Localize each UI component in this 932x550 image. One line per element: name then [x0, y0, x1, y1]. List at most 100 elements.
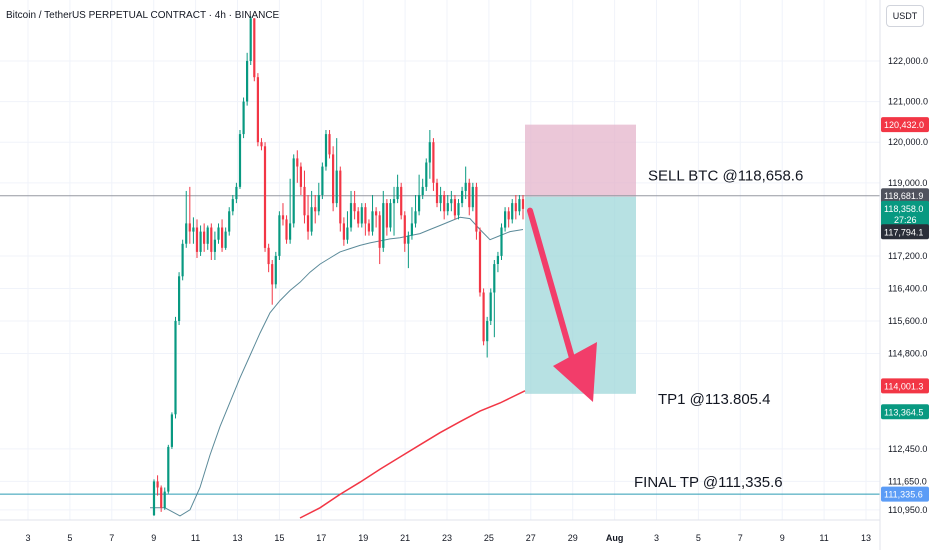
- candle-body: [246, 60, 249, 102]
- x-tick-label: 3: [25, 533, 30, 543]
- candle-body: [400, 186, 403, 216]
- candle-body: [185, 223, 188, 244]
- candle-body: [235, 186, 238, 200]
- candle-body: [507, 211, 510, 220]
- price-tags: 120,432.0 118,681.9 118,358.027:26 117,794.…: [881, 117, 929, 502]
- candle-body: [367, 223, 370, 232]
- candle-body: [210, 227, 213, 252]
- candle-body: [213, 239, 216, 252]
- symbol-title[interactable]: Bitcoin / TetherUS PERPETUAL CONTRACT · …: [6, 10, 280, 21]
- candle-body: [321, 166, 324, 195]
- candle-body: [342, 223, 345, 240]
- candle-body: [425, 162, 428, 187]
- candle-body: [221, 227, 224, 248]
- candle-body: [296, 158, 299, 167]
- candle-body: [188, 223, 191, 232]
- x-tick-label: 13: [861, 533, 871, 543]
- candle-body: [364, 207, 367, 224]
- candle-body: [421, 186, 424, 195]
- candle-body: [407, 235, 410, 244]
- annotations: SELL BTC @118,658.6 TP1 @113.805.4 FINAL T…: [634, 168, 803, 491]
- candle-body: [206, 227, 209, 244]
- candle-body: [178, 276, 181, 321]
- candle-body: [504, 211, 507, 228]
- annotation-label: FINAL TP @111,335.6: [634, 474, 783, 491]
- currency-button[interactable]: USDT: [886, 5, 924, 27]
- candle-body: [468, 182, 471, 208]
- price-tag-label: 114,001.3: [884, 381, 923, 391]
- candle-body: [378, 215, 381, 248]
- candle-body: [493, 264, 496, 293]
- ma-short-line: [150, 216, 524, 517]
- price-tag-label: 120,432.0: [884, 120, 924, 130]
- x-tick-label: 21: [400, 533, 410, 543]
- candle-body: [489, 292, 492, 321]
- candle-body: [457, 203, 460, 216]
- candle-body: [267, 247, 270, 265]
- candle-body: [317, 195, 320, 212]
- arrow-shaft: [527, 207, 579, 375]
- candle-body: [475, 186, 478, 232]
- candle-body: [285, 219, 288, 240]
- candle-body: [160, 487, 163, 508]
- candle-body: [263, 146, 267, 248]
- x-tick-label: 9: [151, 533, 156, 543]
- y-tick-label: 116,400.0: [888, 283, 927, 293]
- x-tick-label: 15: [274, 533, 284, 543]
- candle-body: [382, 203, 385, 248]
- x-tick-label: 7: [738, 533, 743, 543]
- candle-body: [396, 186, 399, 200]
- price-axis[interactable]: 122,000.0 121,000.0 120,000.0 119,000.0 117,…: [879, 0, 928, 550]
- price-tag: [881, 404, 929, 420]
- x-tick-label: 9: [780, 533, 785, 543]
- x-tick-label: 29: [568, 533, 578, 543]
- stop-loss-zone: [525, 124, 636, 197]
- candle-body: [195, 227, 199, 252]
- candle-body: [170, 414, 173, 447]
- candle-body: [478, 231, 482, 293]
- candlesticks: [152, 16, 525, 516]
- price-tag-label: 113,364.5: [884, 407, 923, 417]
- candle-body: [496, 255, 499, 264]
- candle-body: [314, 207, 317, 212]
- candle-body: [450, 199, 453, 204]
- x-tick-label: 5: [696, 533, 701, 543]
- candle-body: [418, 195, 421, 212]
- candle-body: [414, 211, 417, 224]
- horizontal-lines: [0, 195, 880, 495]
- candle-body: [152, 481, 156, 516]
- y-tick-label: 121,000.0: [888, 97, 928, 107]
- candle-body: [238, 134, 242, 187]
- grid-layer: [0, 0, 880, 520]
- candle-body: [521, 199, 525, 209]
- candle-body: [163, 491, 166, 508]
- candle-body: [278, 215, 281, 256]
- time-axis[interactable]: 3 5 7 9 11 13 15 17 19 21 23 25 27 29 Aug 3 5 7 9 11 13: [0, 519, 880, 543]
- candle-body: [224, 231, 227, 248]
- candle-body: [443, 195, 446, 212]
- candle-body: [242, 101, 245, 135]
- x-tick-label: 27: [526, 533, 536, 543]
- down-arrow-drawing: [527, 207, 597, 402]
- candle-body: [349, 203, 353, 228]
- price-tag: [881, 117, 929, 133]
- price-tag: [881, 224, 929, 240]
- x-tick-label: 25: [484, 533, 494, 543]
- candle-body: [435, 182, 439, 204]
- candle-body: [389, 203, 392, 228]
- candle-body: [339, 170, 342, 224]
- x-tick-label: 19: [358, 533, 368, 543]
- candle-body: [253, 18, 256, 78]
- candle-body: [303, 186, 306, 216]
- candle-body: [199, 231, 202, 252]
- candle-body: [324, 134, 328, 167]
- candle-body: [228, 211, 231, 232]
- annotation-label: SELL BTC @118,658.6: [648, 168, 803, 185]
- candle-body: [446, 203, 449, 212]
- arrow-head: [553, 342, 597, 402]
- price-tag-label: 118,358.0: [884, 204, 923, 214]
- x-tick-label: 11: [819, 533, 828, 543]
- candle-body: [353, 203, 356, 212]
